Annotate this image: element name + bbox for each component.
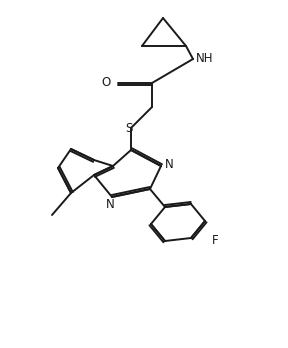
Text: N: N: [165, 158, 174, 172]
Text: F: F: [212, 235, 219, 247]
Text: NH: NH: [196, 53, 213, 65]
Text: S: S: [125, 121, 133, 134]
Text: O: O: [102, 77, 111, 89]
Text: N: N: [106, 198, 114, 211]
